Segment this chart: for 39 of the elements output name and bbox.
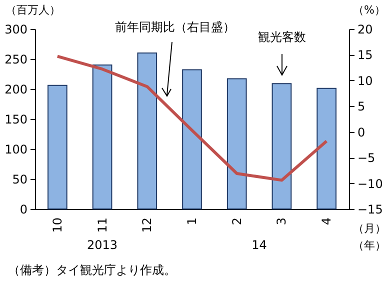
x-tick-label: 1	[185, 218, 199, 226]
bar	[226, 78, 247, 210]
y-tick-label: 0	[20, 202, 28, 216]
bar	[316, 88, 336, 210]
y2-tick-label: −15	[358, 202, 383, 216]
bar	[92, 64, 112, 210]
y-tick-label: 200	[4, 82, 28, 96]
bar	[182, 69, 202, 210]
text: 14	[252, 238, 267, 252]
x-tick-label: 4	[320, 218, 334, 226]
line-series	[56, 54, 328, 182]
annotation: 観光客数	[258, 30, 306, 44]
y-tick-label: 50	[12, 172, 28, 186]
y2-tick-label: −5	[358, 151, 376, 166]
y2-tick-label: 20	[358, 22, 373, 36]
y-tick-label: 150	[4, 112, 28, 126]
y-axis-title: （百万人）	[6, 4, 60, 16]
bar	[272, 83, 292, 210]
x-tick-label: 12	[140, 218, 154, 233]
x-axis-title: （月）	[353, 222, 386, 235]
text: （備考）タイ観光庁より作成。	[8, 263, 176, 277]
y2-tick-label: 5	[358, 100, 366, 114]
y-tick-label: 100	[4, 142, 28, 156]
x-tick-label: 3	[274, 218, 289, 226]
y-tick-label: 300	[4, 22, 28, 36]
y-tick-label: 250	[4, 52, 28, 66]
x-tick-label: 10	[50, 218, 64, 233]
x-tick-label: 11	[95, 218, 110, 233]
y2-tick-label: 10	[358, 74, 373, 88]
x-tick-label: 2	[230, 218, 244, 226]
y2-tick-label: 0	[358, 125, 366, 140]
bar	[137, 52, 158, 210]
y2-axis-title: （%）	[353, 4, 386, 16]
y2-tick-label: 15	[358, 48, 373, 62]
bar	[48, 84, 68, 210]
text: 2013	[87, 238, 118, 252]
annotation: 前年同期比（右目盛）	[115, 20, 235, 34]
text: （年）	[353, 239, 386, 252]
y2-tick-label: −10	[358, 176, 383, 191]
